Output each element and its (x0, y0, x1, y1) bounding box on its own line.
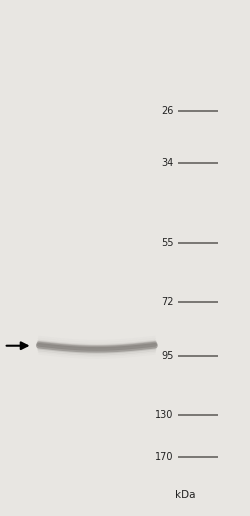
Text: kDa: kDa (175, 490, 195, 501)
Text: 55: 55 (161, 237, 174, 248)
Text: 95: 95 (162, 351, 174, 361)
Text: 34: 34 (162, 157, 174, 168)
Text: 72: 72 (161, 297, 174, 307)
Text: 170: 170 (155, 452, 174, 462)
Text: 26: 26 (162, 106, 174, 116)
Text: 130: 130 (156, 410, 174, 421)
